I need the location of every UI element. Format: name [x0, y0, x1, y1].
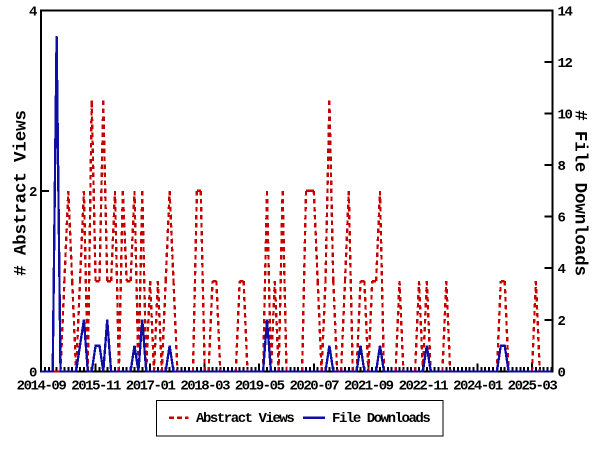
svg-text:14: 14 — [558, 4, 573, 20]
svg-text:2: 2 — [558, 314, 566, 330]
svg-text:2025-03: 2025-03 — [508, 379, 558, 395]
svg-text:12: 12 — [558, 56, 573, 72]
svg-text:4: 4 — [558, 262, 566, 278]
svg-text:2015-11: 2015-11 — [71, 379, 121, 395]
svg-text:File Downloads: File Downloads — [332, 411, 430, 427]
svg-text:8: 8 — [558, 159, 566, 175]
svg-text:2014-09: 2014-09 — [17, 379, 67, 395]
svg-text:2022-11: 2022-11 — [399, 379, 449, 395]
svg-text:2024-01: 2024-01 — [453, 379, 503, 395]
svg-text:2021-09: 2021-09 — [344, 379, 394, 395]
svg-text:4: 4 — [29, 4, 37, 20]
svg-text:2017-01: 2017-01 — [126, 379, 176, 395]
svg-text:2020-07: 2020-07 — [289, 379, 339, 395]
svg-text:2018-03: 2018-03 — [180, 379, 230, 395]
svg-text:Abstract Views: Abstract Views — [196, 411, 294, 427]
svg-text:# Abstract Views: # Abstract Views — [11, 110, 31, 276]
svg-text:0: 0 — [558, 365, 566, 381]
svg-text:0: 0 — [29, 365, 37, 381]
svg-text:6: 6 — [558, 211, 566, 227]
svg-text:2: 2 — [29, 185, 37, 201]
svg-text:10: 10 — [558, 108, 573, 124]
svg-text:# File Downloads: # File Downloads — [570, 110, 590, 276]
svg-text:2019-05: 2019-05 — [235, 379, 285, 395]
